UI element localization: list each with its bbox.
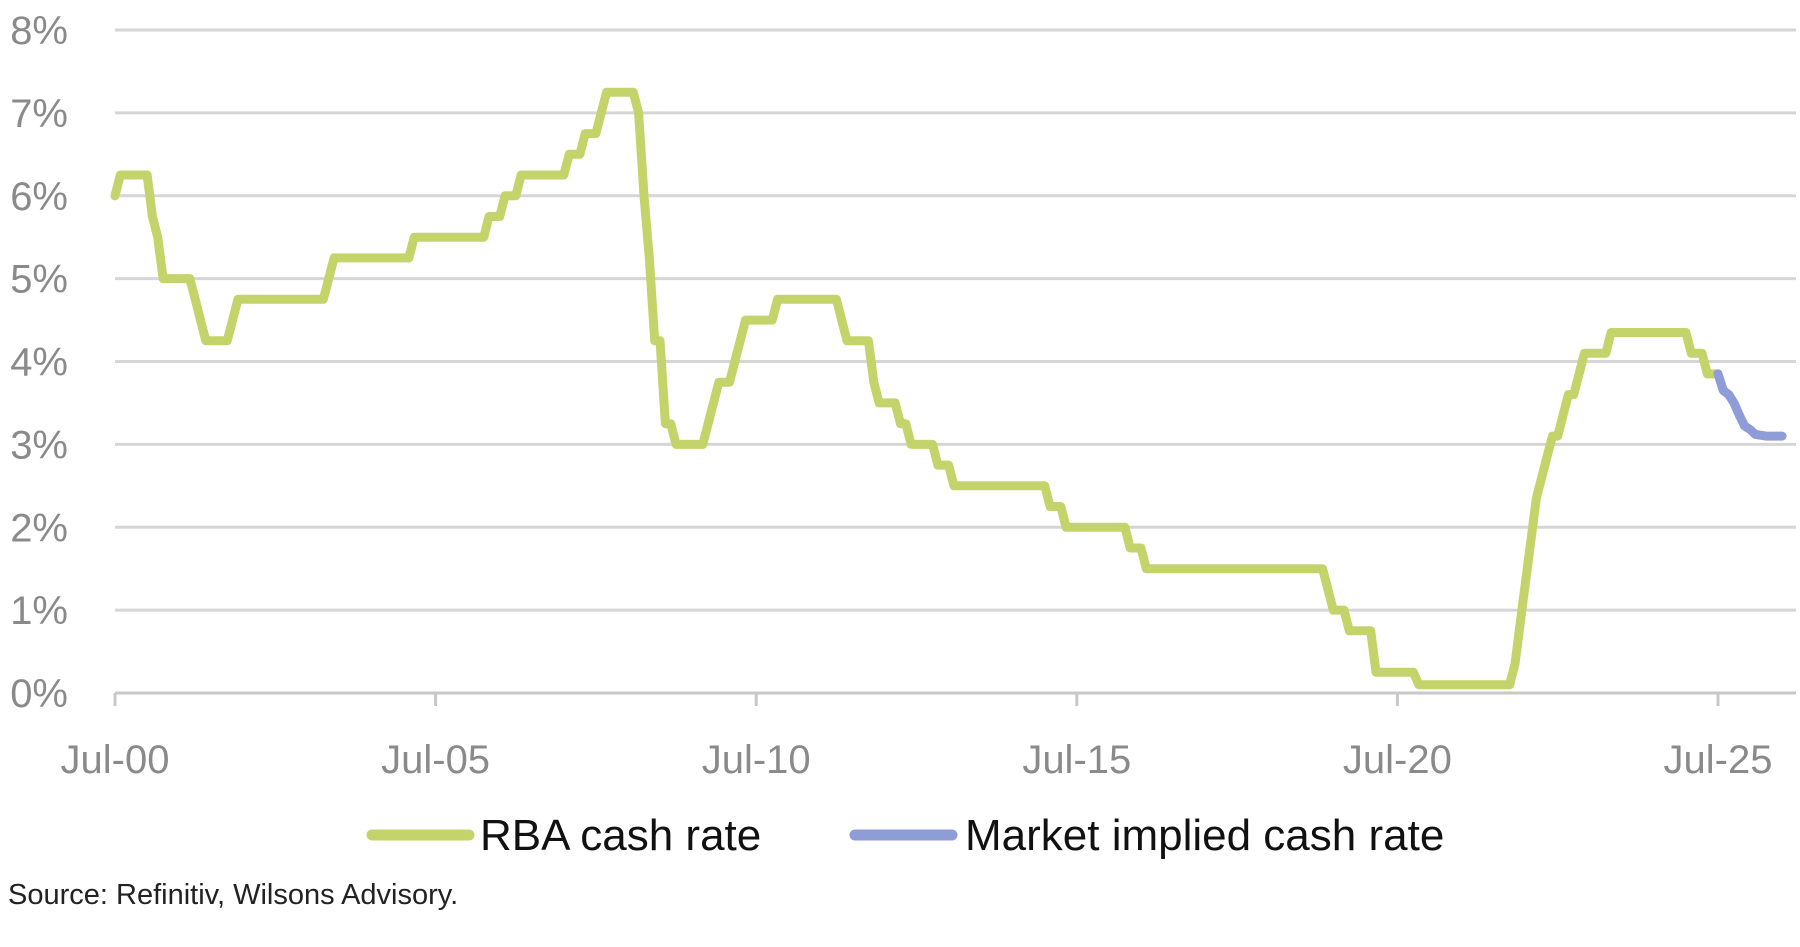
legend: RBA cash rate Market implied cash rate	[366, 811, 1444, 860]
x-tick-label: Jul-25	[1664, 738, 1773, 782]
y-tick-label: 8%	[10, 9, 68, 53]
y-tick-label: 1%	[10, 589, 68, 633]
y-axis-tick-labels: 0% 1% 2% 3% 4% 5% 6% 7% 8%	[10, 9, 68, 716]
x-axis	[113, 691, 1796, 706]
y-tick-label: 5%	[10, 258, 68, 302]
x-tick-label: Jul-10	[702, 738, 811, 782]
x-tick-label: Jul-05	[381, 738, 490, 782]
gridlines	[115, 28, 1796, 612]
y-tick-label: 2%	[10, 506, 68, 550]
y-tick-label: 3%	[10, 423, 68, 467]
series-lines	[110, 87, 1787, 690]
legend-label-1: RBA cash rate	[480, 811, 761, 860]
y-tick-label: 0%	[10, 672, 68, 716]
y-tick-label: 7%	[10, 92, 68, 136]
x-tick-label: Jul-15	[1022, 738, 1131, 782]
x-tick-label: Jul-00	[61, 738, 170, 782]
source-note: Source: Refinitiv, Wilsons Advisory.	[8, 879, 458, 911]
series-line-1	[110, 87, 1723, 690]
x-axis-tick-labels: Jul-00 Jul-05 Jul-10 Jul-15 Jul-20 Jul-25	[61, 738, 1773, 782]
series-line-2	[1713, 369, 1787, 441]
y-tick-label: 6%	[10, 175, 68, 219]
y-tick-label: 4%	[10, 341, 68, 385]
legend-label-2: Market implied cash rate	[965, 811, 1444, 860]
x-tick-label: Jul-20	[1343, 738, 1452, 782]
